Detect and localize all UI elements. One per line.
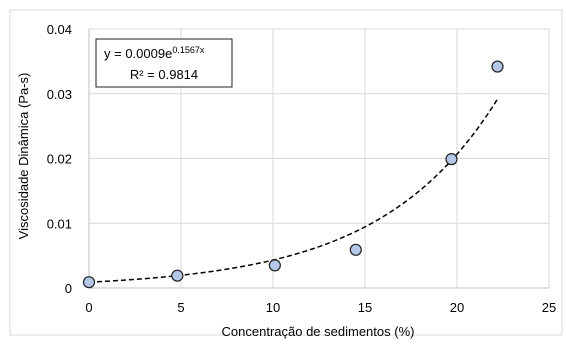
x-tick-label: 0 — [85, 300, 92, 315]
equation-box-frame — [95, 38, 233, 88]
equation-base: y = 0.0009e — [104, 46, 172, 61]
trendline-group — [88, 98, 499, 283]
x-tick-label: 15 — [358, 300, 372, 315]
data-point — [171, 269, 184, 282]
data-point — [445, 153, 458, 166]
y-tick-label: 0.04 — [47, 22, 72, 37]
equation-box: y = 0.0009e0.1567x R² = 0.9814 — [95, 38, 233, 88]
tick-labels: 0 0.01 0.02 0.03 0.04 0 5 10 15 20 25 — [47, 22, 557, 315]
data-point — [82, 276, 96, 289]
data-point — [268, 259, 281, 272]
data-points — [82, 60, 504, 289]
axes — [88, 29, 549, 289]
y-tick-label: 0.01 — [47, 216, 72, 231]
x-tick-label: 5 — [177, 300, 184, 315]
exponential-trendline — [88, 98, 499, 283]
x-axis-title: Concentração de sedimentos (%) — [222, 324, 415, 339]
y-tick-label: 0.02 — [47, 152, 72, 167]
x-tick-label: 20 — [450, 300, 464, 315]
grid — [89, 28, 550, 288]
trendline-equation: y = 0.0009e0.1567x — [104, 45, 205, 61]
r-squared-label: R² = 0.9814 — [130, 67, 198, 82]
data-point — [349, 243, 362, 256]
equation-exponent: 0.1567x — [172, 45, 205, 55]
x-tick-label: 10 — [266, 300, 280, 315]
y-axis-title: Viscosidade Dinâmica (Pa-s) — [16, 73, 31, 240]
data-point — [491, 60, 504, 73]
y-tick-label: 0 — [65, 281, 72, 296]
y-tick-label: 0.03 — [47, 87, 72, 102]
x-tick-label: 25 — [542, 300, 556, 315]
